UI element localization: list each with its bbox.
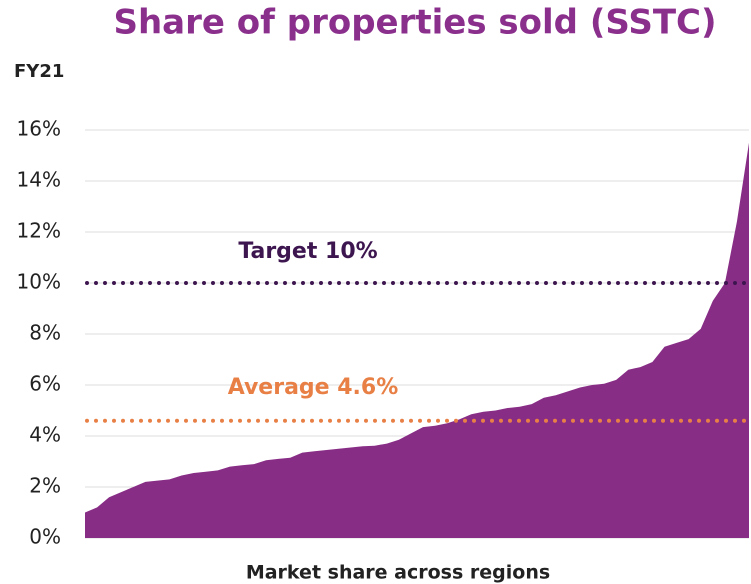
reference-label: Average 4.6% [228,375,399,400]
y-tick-label: 2% [29,474,61,498]
y-tick-label: 12% [17,219,61,243]
y-tick-label: 8% [29,321,61,345]
y-tick-label: 0% [29,525,61,549]
x-axis-label: Market share across regions [246,562,550,584]
y-tick-label: 6% [29,372,61,396]
area [85,142,749,539]
chart-title: Share of properties sold (SSTC) [113,3,716,43]
y-tick-label: 16% [17,117,61,141]
y-tick-label: 14% [17,168,61,192]
reference-label: Target 10% [238,239,377,264]
y-tick-label: 4% [29,423,61,447]
y-tick-label: 10% [17,270,61,294]
chart-subtitle: FY21 [14,61,64,82]
